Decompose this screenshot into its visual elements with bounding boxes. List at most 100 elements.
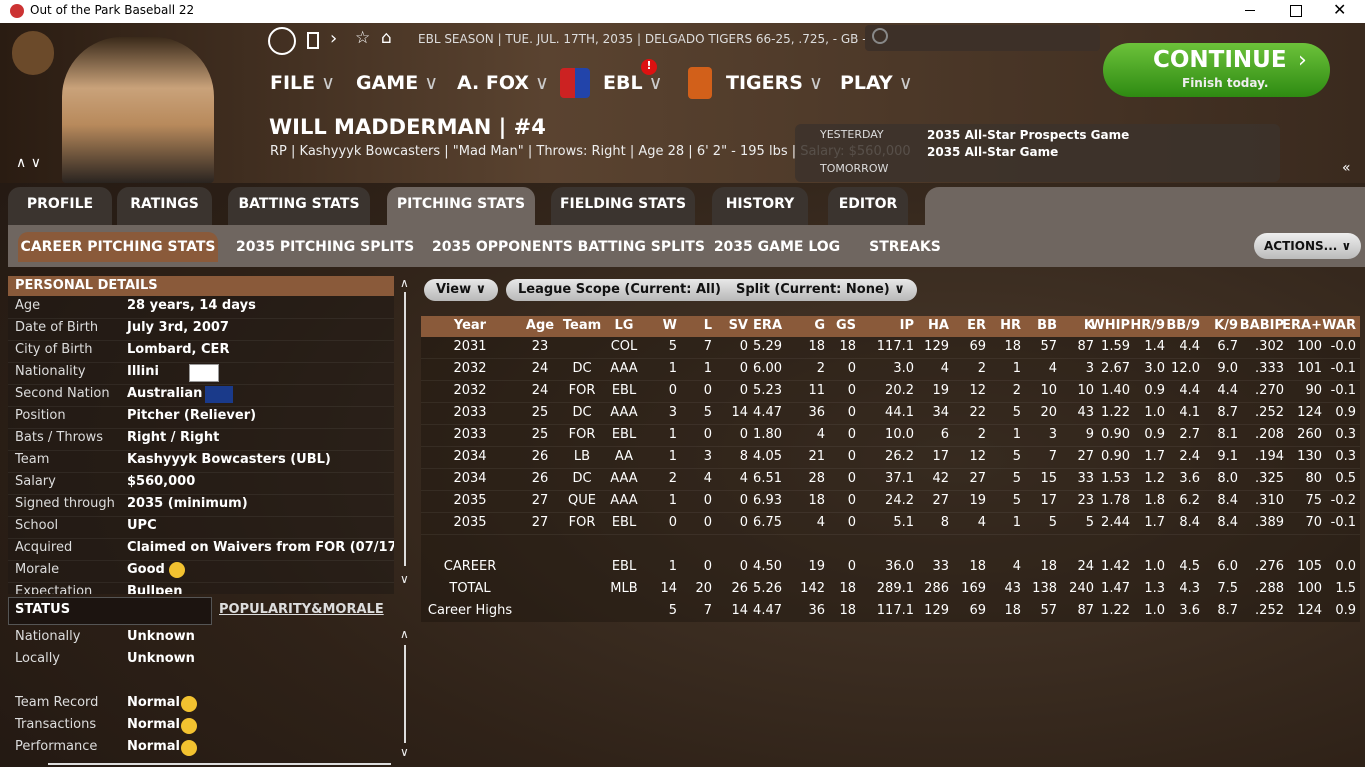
table-cell: 1.59 bbox=[1101, 339, 1130, 354]
table-cell: 5.29 bbox=[753, 339, 782, 354]
summary-cell: .252 bbox=[1255, 603, 1284, 618]
table-cell: 1 bbox=[1012, 515, 1021, 530]
status-tab[interactable] bbox=[8, 597, 212, 625]
scrollbar[interactable] bbox=[404, 645, 406, 743]
summary-cell: .276 bbox=[1255, 559, 1284, 574]
table-cell: 0.3 bbox=[1335, 449, 1356, 464]
row-divider bbox=[8, 340, 394, 341]
maximize[interactable] bbox=[1290, 5, 1302, 17]
table-cell: .270 bbox=[1255, 383, 1284, 398]
table-cell: 70 bbox=[1305, 515, 1322, 530]
table-cell: 129 bbox=[924, 339, 949, 354]
table-cell: .252 bbox=[1255, 405, 1284, 420]
h-scrollbar[interactable] bbox=[48, 763, 391, 765]
table-cell: 0.9 bbox=[1144, 383, 1165, 398]
table-cell: .302 bbox=[1255, 339, 1284, 354]
column-header: HR/9 bbox=[1130, 318, 1165, 333]
menu-item[interactable]: PLAY ∨ bbox=[840, 72, 913, 94]
detail-label: Expectation bbox=[15, 584, 93, 594]
scroll-down[interactable]: ∨ bbox=[400, 572, 409, 586]
table-cell: QUE bbox=[568, 493, 596, 508]
continue-button[interactable]: CONTINUE › Finish today. bbox=[1103, 43, 1330, 97]
table-cell: .389 bbox=[1255, 515, 1284, 530]
tab[interactable]: EDITOR bbox=[828, 187, 908, 225]
scroll-up[interactable]: ∧ bbox=[400, 276, 409, 290]
table-cell: 101 bbox=[1297, 361, 1322, 376]
tab[interactable]: HISTORY bbox=[712, 187, 808, 225]
menu-item[interactable]: GAME ∨ bbox=[356, 72, 439, 94]
table-cell: EBL bbox=[611, 427, 637, 442]
tab[interactable]: PITCHING STATS bbox=[387, 187, 535, 225]
row-divider bbox=[421, 380, 1360, 381]
collapse-button[interactable]: « bbox=[1342, 160, 1351, 176]
details-header bbox=[8, 276, 394, 296]
filter-button[interactable]: League Scope (Current: All) ∨ bbox=[506, 279, 749, 301]
continue-sub: Finish today. bbox=[1182, 76, 1269, 90]
table-cell: 42 bbox=[932, 471, 949, 486]
section-title: PERSONAL DETAILS bbox=[15, 278, 158, 293]
table-cell: 5 bbox=[1048, 515, 1057, 530]
summary-cell: 117.1 bbox=[876, 603, 914, 618]
close[interactable]: ✕ bbox=[1333, 0, 1347, 19]
tab[interactable]: RATINGS bbox=[117, 187, 212, 225]
menu-item[interactable]: EBL ∨ bbox=[603, 72, 663, 94]
table-cell: 3 bbox=[703, 449, 712, 464]
menu-item[interactable]: TIGERS ∨ bbox=[726, 72, 823, 94]
summary-cell: 24 bbox=[1077, 559, 1094, 574]
table-cell: 21 bbox=[808, 449, 825, 464]
table-cell: 1 bbox=[668, 449, 677, 464]
table-cell: 12 bbox=[969, 383, 986, 398]
menu-item[interactable]: A. FOX ∨ bbox=[457, 72, 549, 94]
subtab[interactable]: STREAKS bbox=[869, 239, 941, 255]
detail-label: Age bbox=[15, 298, 41, 313]
table-cell: 25 bbox=[531, 427, 549, 442]
detail-label: Team bbox=[15, 452, 50, 467]
summary-cell: 4.5 bbox=[1179, 559, 1200, 574]
chevron: ∨ bbox=[892, 72, 913, 94]
summary-cell: CAREER bbox=[443, 559, 497, 574]
detail-value: Lombard, CER bbox=[127, 342, 230, 357]
home-button[interactable]: ⌂ bbox=[381, 28, 392, 48]
favorite-button[interactable]: ☆ bbox=[355, 28, 371, 48]
detail-value: $560,000 bbox=[127, 474, 196, 489]
subtab[interactable]: CAREER PITCHING STATS bbox=[18, 232, 218, 262]
actions-button[interactable]: ACTIONS... ∨ bbox=[1254, 233, 1362, 259]
subtab[interactable]: 2035 GAME LOG bbox=[713, 239, 841, 255]
schedule-day: TOMORROW bbox=[820, 162, 889, 175]
scrollbar[interactable] bbox=[404, 292, 406, 566]
mood-icon bbox=[181, 718, 197, 734]
back-button[interactable] bbox=[268, 27, 296, 55]
league-logo bbox=[560, 68, 590, 98]
tab[interactable]: PROFILE bbox=[8, 187, 112, 225]
scroll-up[interactable]: ∧ bbox=[400, 627, 409, 641]
filter-button[interactable]: View ∨ bbox=[424, 279, 499, 301]
table-cell: 8.4 bbox=[1217, 515, 1238, 530]
search-box[interactable] bbox=[865, 25, 1100, 51]
table-cell: 4.4 bbox=[1179, 383, 1200, 398]
table-cell: 0 bbox=[739, 361, 748, 376]
summary-cell: 57 bbox=[1040, 603, 1057, 618]
menu-item[interactable]: FILE ∨ bbox=[270, 72, 336, 94]
column-header: L bbox=[703, 318, 712, 333]
popularity-tab[interactable]: POPULARITY&MORALE bbox=[219, 602, 384, 617]
minimize[interactable] bbox=[1245, 10, 1255, 11]
table-cell: 4.4 bbox=[1217, 383, 1238, 398]
chevron: ∨ bbox=[471, 282, 487, 297]
row-divider bbox=[421, 468, 1360, 469]
photo-nav[interactable]: ∧ ∨ bbox=[16, 155, 41, 171]
forward-button[interactable]: › bbox=[330, 28, 338, 49]
subtab[interactable]: 2035 OPPONENTS BATTING SPLITS bbox=[432, 239, 705, 255]
scroll-down[interactable]: ∨ bbox=[400, 745, 409, 759]
table-cell: 17 bbox=[932, 449, 949, 464]
page-button[interactable] bbox=[307, 32, 319, 49]
table-cell: 5 bbox=[1012, 493, 1021, 508]
summary-cell: 0 bbox=[739, 559, 748, 574]
row-divider bbox=[421, 534, 1360, 535]
table-body bbox=[421, 337, 1360, 622]
summary-cell: 7.5 bbox=[1217, 581, 1238, 596]
tab[interactable]: FIELDING STATS bbox=[551, 187, 695, 225]
subtab[interactable]: 2035 PITCHING SPLITS bbox=[236, 239, 415, 255]
tab[interactable]: BATTING STATS bbox=[228, 187, 370, 225]
summary-cell: 36.0 bbox=[885, 559, 914, 574]
filter-button[interactable]: Split (Current: None) ∨ bbox=[724, 279, 917, 301]
